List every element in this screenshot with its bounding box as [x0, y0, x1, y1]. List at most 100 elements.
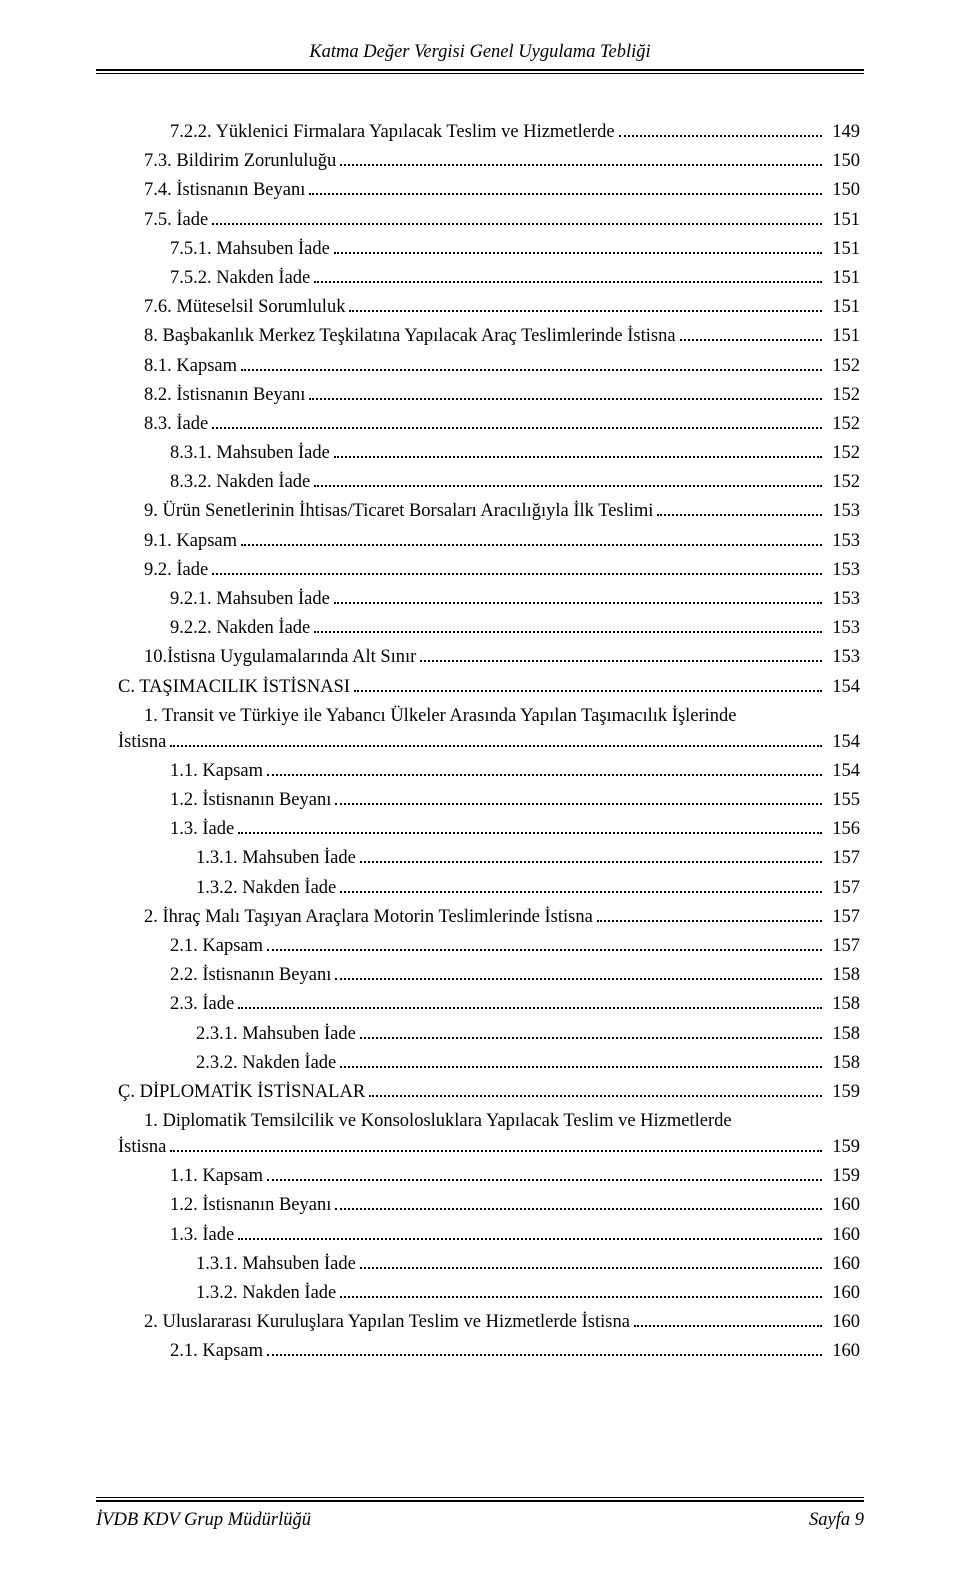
toc-page-number: 149: [826, 120, 864, 146]
table-of-contents: 7.2.2. Yüklenici Firmalara Yapılacak Tes…: [96, 120, 864, 1365]
toc-title: 1. Transit ve Türkiye ile Yabancı Ülkele…: [144, 704, 864, 730]
toc-page-number: 160: [826, 1339, 864, 1365]
toc-entry: 2. İhraç Malı Taşıyan Araçlara Motorin T…: [96, 905, 864, 931]
toc-entry: 7.2.2. Yüklenici Firmalara Yapılacak Tes…: [96, 120, 864, 146]
toc-leader: [340, 1053, 822, 1068]
toc-title: 1.3. İade: [170, 1223, 234, 1249]
toc-entry: 8.3. İade 152: [96, 412, 864, 438]
toc-page-number: 160: [826, 1223, 864, 1249]
toc-entry: 2.2. İstisnanın Beyanı158: [96, 963, 864, 989]
toc-leader: [360, 1024, 822, 1039]
toc-page-number: 151: [826, 266, 864, 292]
toc-page-number: 151: [826, 324, 864, 350]
toc-page-number: 158: [826, 992, 864, 1018]
toc-title: 8.2. İstisnanın Beyanı: [144, 383, 305, 409]
toc-entry: 1. Transit ve Türkiye ile Yabancı Ülkele…: [96, 704, 864, 756]
toc-title: 9.1. Kapsam: [144, 529, 237, 555]
toc-entry: 2.3. İade 158: [96, 992, 864, 1018]
toc-entry: Ç. DİPLOMATİK İSTİSNALAR 159: [96, 1080, 864, 1106]
toc-title: C. TAŞIMACILIK İSTİSNASI: [118, 675, 350, 701]
toc-page-number: 154: [826, 759, 864, 785]
toc-leader: [314, 618, 822, 633]
toc-title: 2.3.1. Mahsuben İade: [196, 1022, 356, 1048]
toc-leader: [267, 1166, 822, 1181]
toc-page-number: 154: [826, 675, 864, 701]
toc-title: 8.3.1. Mahsuben İade: [170, 441, 330, 467]
toc-entry: 8.3.1. Mahsuben İade152: [96, 441, 864, 467]
toc-entry: 1.1. Kapsam154: [96, 759, 864, 785]
toc-title: 9.2. İade: [144, 558, 208, 584]
toc-title: 8.3. İade: [144, 412, 208, 438]
toc-page-number: 152: [826, 412, 864, 438]
toc-title: 7.3. Bildirim Zorunluluğu: [144, 149, 336, 175]
toc-leader: [334, 443, 822, 458]
toc-leader: [212, 560, 822, 575]
toc-title: 1.2. İstisnanın Beyanı: [170, 1193, 331, 1219]
toc-leader: [340, 878, 822, 893]
toc-title: 9.2.1. Mahsuben İade: [170, 587, 330, 613]
toc-entry: 8.3.2. Nakden İade152: [96, 470, 864, 496]
toc-page-number: 159: [826, 1164, 864, 1190]
toc-leader: [657, 502, 822, 517]
toc-entry: 9. Ürün Senetlerinin İhtisas/Ticaret Bor…: [96, 499, 864, 525]
toc-entry: 8.1. Kapsam 152: [96, 354, 864, 380]
toc-entry: 9.2.1. Mahsuben İade153: [96, 587, 864, 613]
toc-entry: 1. Diplomatik Temsilcilik ve Konsolosluk…: [96, 1109, 864, 1161]
toc-leader: [340, 151, 822, 166]
toc-leader: [360, 849, 822, 864]
running-head: Katma Değer Vergisi Genel Uygulama Tebli…: [96, 42, 864, 69]
toc-entry: 2. Uluslararası Kuruluşlara Yapılan Tesl…: [96, 1310, 864, 1336]
toc-entry: 10.İstisna Uygulamalarında Alt Sınır153: [96, 645, 864, 671]
toc-title: 8. Başbakanlık Merkez Teşkilatına Yapıla…: [144, 324, 676, 350]
toc-leader: [354, 677, 822, 692]
toc-title: 1.3.1. Mahsuben İade: [196, 1252, 356, 1278]
toc-title: 2.1. Kapsam: [170, 934, 263, 960]
toc-leader: [309, 385, 822, 400]
toc-entry: 1.2. İstisnanın Beyanı160: [96, 1193, 864, 1219]
toc-entry: 8. Başbakanlık Merkez Teşkilatına Yapıla…: [96, 324, 864, 350]
toc-title: 1.3. İade: [170, 817, 234, 843]
toc-page-number: 153: [826, 616, 864, 642]
toc-entry: C. TAŞIMACILIK İSTİSNASI 154: [96, 675, 864, 701]
toc-page-number: 151: [826, 208, 864, 234]
toc-title: 7.2.2. Yüklenici Firmalara Yapılacak Tes…: [170, 120, 615, 146]
toc-entry: 1.3.2. Nakden İade 160: [96, 1281, 864, 1307]
toc-entry: 2.1. Kapsam157: [96, 934, 864, 960]
toc-page-number: 153: [826, 558, 864, 584]
toc-entry: 9.1. Kapsam153: [96, 529, 864, 555]
toc-leader: [314, 268, 822, 283]
toc-leader: [420, 648, 822, 663]
toc-entry: 1.3. İade156: [96, 817, 864, 843]
toc-page-number: 159: [826, 1135, 864, 1161]
toc-page-number: 154: [826, 730, 864, 756]
toc-page-number: 159: [826, 1080, 864, 1106]
toc-entry: 7.5.1. Mahsuben İade151: [96, 237, 864, 263]
toc-page-number: 155: [826, 788, 864, 814]
toc-title: 8.3.2. Nakden İade: [170, 470, 310, 496]
toc-entry: 2.1. Kapsam160: [96, 1339, 864, 1365]
toc-leader: [369, 1082, 822, 1097]
toc-page-number: 160: [826, 1281, 864, 1307]
toc-title: 7.5. İade: [144, 208, 208, 234]
toc-entry: 9.2. İade 153: [96, 558, 864, 584]
toc-page-number: 157: [826, 905, 864, 931]
toc-title: 8.1. Kapsam: [144, 354, 237, 380]
toc-entry: 7.5.2. Nakden İade151: [96, 266, 864, 292]
toc-entry: 1.3. İade 160: [96, 1223, 864, 1249]
toc-entry: 1.1. Kapsam159: [96, 1164, 864, 1190]
toc-leader: [360, 1254, 822, 1269]
toc-title: 2.3. İade: [170, 992, 234, 1018]
toc-leader: [267, 1341, 822, 1356]
toc-title: İstisna: [118, 730, 166, 756]
toc-page-number: 150: [826, 178, 864, 204]
toc-title: Ç. DİPLOMATİK İSTİSNALAR: [118, 1080, 365, 1106]
toc-title: 7.5.1. Mahsuben İade: [170, 237, 330, 263]
toc-page-number: 152: [826, 354, 864, 380]
toc-title: 1.3.2. Nakden İade: [196, 1281, 336, 1307]
toc-leader: [309, 181, 822, 196]
toc-page-number: 151: [826, 295, 864, 321]
toc-leader: [349, 297, 822, 312]
toc-leader: [170, 1137, 822, 1152]
header-rule-thick: [96, 69, 864, 71]
toc-entry: 1.2. İstisnanın Beyanı155: [96, 788, 864, 814]
